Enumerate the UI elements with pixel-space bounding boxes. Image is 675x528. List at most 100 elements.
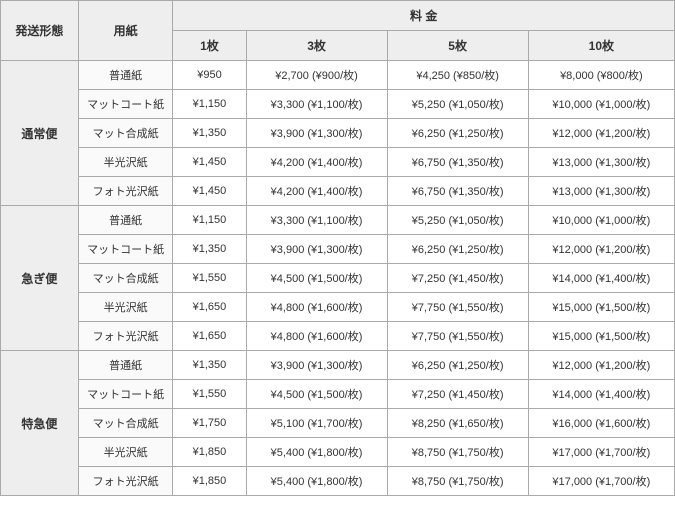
price-cell: ¥6,250 (¥1,250/枚) — [387, 119, 528, 148]
table-row: 半光沢紙¥1,650¥4,800 (¥1,600/枚)¥7,750 (¥1,55… — [1, 293, 675, 322]
table-row: 半光沢紙¥1,850¥5,400 (¥1,800/枚)¥8,750 (¥1,75… — [1, 438, 675, 467]
header-qty-1: 1枚 — [173, 31, 246, 61]
price-cell: ¥4,500 (¥1,500/枚) — [246, 380, 387, 409]
paper-type-cell: マット合成紙 — [78, 264, 173, 293]
paper-type-cell: 半光沢紙 — [78, 148, 173, 177]
price-cell: ¥1,750 — [173, 409, 246, 438]
price-cell: ¥5,400 (¥1,800/枚) — [246, 438, 387, 467]
price-cell: ¥1,650 — [173, 322, 246, 351]
price-cell: ¥8,750 (¥1,750/枚) — [387, 467, 528, 496]
price-cell: ¥3,300 (¥1,100/枚) — [246, 206, 387, 235]
table-row: マット合成紙¥1,750¥5,100 (¥1,700/枚)¥8,250 (¥1,… — [1, 409, 675, 438]
paper-type-cell: マットコート紙 — [78, 90, 173, 119]
paper-type-cell: 半光沢紙 — [78, 293, 173, 322]
table-row: フォト光沢紙¥1,650¥4,800 (¥1,600/枚)¥7,750 (¥1,… — [1, 322, 675, 351]
price-cell: ¥3,900 (¥1,300/枚) — [246, 351, 387, 380]
table-row: フォト光沢紙¥1,850¥5,400 (¥1,800/枚)¥8,750 (¥1,… — [1, 467, 675, 496]
price-cell: ¥1,450 — [173, 177, 246, 206]
paper-type-cell: マットコート紙 — [78, 235, 173, 264]
price-cell: ¥5,250 (¥1,050/枚) — [387, 90, 528, 119]
price-cell: ¥950 — [173, 61, 246, 90]
table-row: 急ぎ便普通紙¥1,150¥3,300 (¥1,100/枚)¥5,250 (¥1,… — [1, 206, 675, 235]
price-cell: ¥5,250 (¥1,050/枚) — [387, 206, 528, 235]
price-cell: ¥7,750 (¥1,550/枚) — [387, 322, 528, 351]
price-cell: ¥2,700 (¥900/枚) — [246, 61, 387, 90]
price-cell: ¥1,850 — [173, 438, 246, 467]
paper-type-cell: マット合成紙 — [78, 409, 173, 438]
paper-type-cell: マット合成紙 — [78, 119, 173, 148]
table-row: マットコート紙¥1,550¥4,500 (¥1,500/枚)¥7,250 (¥1… — [1, 380, 675, 409]
price-table: 発送形態 用紙 料 金 1枚 3枚 5枚 10枚 通常便普通紙¥950¥2,70… — [0, 0, 675, 496]
price-cell: ¥13,000 (¥1,300/枚) — [528, 177, 674, 206]
paper-type-cell: 半光沢紙 — [78, 438, 173, 467]
paper-type-cell: 普通紙 — [78, 61, 173, 90]
price-cell: ¥8,000 (¥800/枚) — [528, 61, 674, 90]
table-row: マットコート紙¥1,350¥3,900 (¥1,300/枚)¥6,250 (¥1… — [1, 235, 675, 264]
price-cell: ¥1,450 — [173, 148, 246, 177]
paper-type-cell: フォト光沢紙 — [78, 177, 173, 206]
header-qty-5: 5枚 — [387, 31, 528, 61]
price-cell: ¥4,250 (¥850/枚) — [387, 61, 528, 90]
shipping-type-cell: 特急便 — [1, 351, 79, 496]
price-cell: ¥8,250 (¥1,650/枚) — [387, 409, 528, 438]
price-cell: ¥10,000 (¥1,000/枚) — [528, 90, 674, 119]
header-row-1: 発送形態 用紙 料 金 — [1, 1, 675, 31]
price-cell: ¥10,000 (¥1,000/枚) — [528, 206, 674, 235]
price-cell: ¥16,000 (¥1,600/枚) — [528, 409, 674, 438]
price-cell: ¥1,650 — [173, 293, 246, 322]
table-row: マットコート紙¥1,150¥3,300 (¥1,100/枚)¥5,250 (¥1… — [1, 90, 675, 119]
price-cell: ¥4,200 (¥1,400/枚) — [246, 148, 387, 177]
price-cell: ¥5,400 (¥1,800/枚) — [246, 467, 387, 496]
price-cell: ¥1,150 — [173, 90, 246, 119]
price-cell: ¥17,000 (¥1,700/枚) — [528, 467, 674, 496]
shipping-type-cell: 通常便 — [1, 61, 79, 206]
price-cell: ¥6,750 (¥1,350/枚) — [387, 148, 528, 177]
price-cell: ¥4,200 (¥1,400/枚) — [246, 177, 387, 206]
paper-type-cell: フォト光沢紙 — [78, 322, 173, 351]
price-cell: ¥7,250 (¥1,450/枚) — [387, 264, 528, 293]
paper-type-cell: マットコート紙 — [78, 380, 173, 409]
header-qty-10: 10枚 — [528, 31, 674, 61]
paper-type-cell: 普通紙 — [78, 206, 173, 235]
price-cell: ¥3,300 (¥1,100/枚) — [246, 90, 387, 119]
table-row: フォト光沢紙¥1,450¥4,200 (¥1,400/枚)¥6,750 (¥1,… — [1, 177, 675, 206]
header-qty-3: 3枚 — [246, 31, 387, 61]
price-cell: ¥1,350 — [173, 119, 246, 148]
price-cell: ¥14,000 (¥1,400/枚) — [528, 380, 674, 409]
paper-type-cell: 普通紙 — [78, 351, 173, 380]
price-cell: ¥14,000 (¥1,400/枚) — [528, 264, 674, 293]
price-cell: ¥7,250 (¥1,450/枚) — [387, 380, 528, 409]
table-row: 半光沢紙¥1,450¥4,200 (¥1,400/枚)¥6,750 (¥1,35… — [1, 148, 675, 177]
price-cell: ¥1,550 — [173, 380, 246, 409]
price-cell: ¥6,750 (¥1,350/枚) — [387, 177, 528, 206]
price-cell: ¥1,150 — [173, 206, 246, 235]
price-cell: ¥6,250 (¥1,250/枚) — [387, 351, 528, 380]
price-cell: ¥4,500 (¥1,500/枚) — [246, 264, 387, 293]
price-cell: ¥12,000 (¥1,200/枚) — [528, 235, 674, 264]
table-row: マット合成紙¥1,550¥4,500 (¥1,500/枚)¥7,250 (¥1,… — [1, 264, 675, 293]
price-cell: ¥5,100 (¥1,700/枚) — [246, 409, 387, 438]
price-cell: ¥4,800 (¥1,600/枚) — [246, 293, 387, 322]
price-cell: ¥12,000 (¥1,200/枚) — [528, 119, 674, 148]
paper-type-cell: フォト光沢紙 — [78, 467, 173, 496]
price-cell: ¥15,000 (¥1,500/枚) — [528, 293, 674, 322]
header-shipping: 発送形態 — [1, 1, 79, 61]
price-cell: ¥15,000 (¥1,500/枚) — [528, 322, 674, 351]
shipping-type-cell: 急ぎ便 — [1, 206, 79, 351]
price-cell: ¥8,750 (¥1,750/枚) — [387, 438, 528, 467]
price-cell: ¥1,350 — [173, 235, 246, 264]
price-cell: ¥1,850 — [173, 467, 246, 496]
table-row: 通常便普通紙¥950¥2,700 (¥900/枚)¥4,250 (¥850/枚)… — [1, 61, 675, 90]
price-cell: ¥13,000 (¥1,300/枚) — [528, 148, 674, 177]
price-cell: ¥12,000 (¥1,200/枚) — [528, 351, 674, 380]
price-cell: ¥1,550 — [173, 264, 246, 293]
header-paper: 用紙 — [78, 1, 173, 61]
price-cell: ¥7,750 (¥1,550/枚) — [387, 293, 528, 322]
table-row: 特急便普通紙¥1,350¥3,900 (¥1,300/枚)¥6,250 (¥1,… — [1, 351, 675, 380]
price-cell: ¥6,250 (¥1,250/枚) — [387, 235, 528, 264]
price-cell: ¥17,000 (¥1,700/枚) — [528, 438, 674, 467]
header-price: 料 金 — [173, 1, 675, 31]
price-cell: ¥1,350 — [173, 351, 246, 380]
price-cell: ¥3,900 (¥1,300/枚) — [246, 119, 387, 148]
table-row: マット合成紙¥1,350¥3,900 (¥1,300/枚)¥6,250 (¥1,… — [1, 119, 675, 148]
